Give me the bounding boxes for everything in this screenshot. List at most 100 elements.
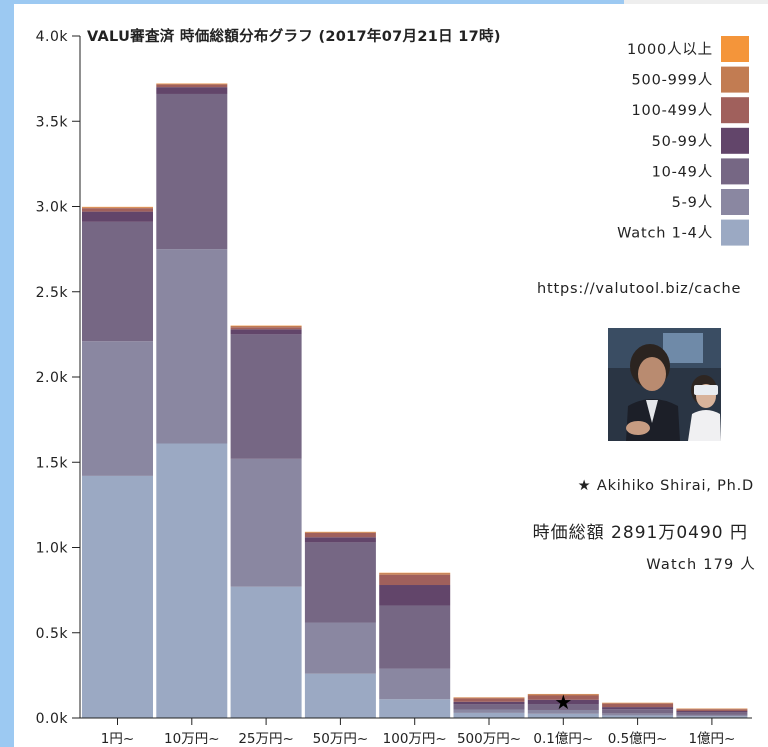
bar-segment[interactable] <box>379 605 451 669</box>
x-tick-label: 10万円~ <box>164 731 220 747</box>
profile-photo <box>608 328 721 441</box>
bar-segment[interactable] <box>602 709 674 714</box>
bar-segment[interactable] <box>230 327 302 330</box>
y-tick-label: 3.5k <box>36 114 69 130</box>
bar-segment[interactable] <box>156 93 228 250</box>
bar-segment[interactable] <box>304 533 376 538</box>
bar-segment[interactable] <box>230 334 302 459</box>
bar-segment[interactable] <box>156 249 228 444</box>
market-value: 時価総額 2891万0490 円 <box>532 523 748 543</box>
photo-placeholder-image <box>608 328 721 441</box>
bar-segment[interactable] <box>527 699 599 705</box>
bar-segment[interactable] <box>304 542 376 623</box>
bar-segment[interactable] <box>82 211 153 222</box>
bar-segment[interactable] <box>379 668 451 700</box>
y-tick-label: 0.0k <box>36 711 69 727</box>
bar-segment[interactable] <box>230 329 302 335</box>
legend-swatch[interactable] <box>721 158 749 185</box>
legend-label[interactable]: 10-49人 <box>652 163 713 180</box>
y-tick-label: 4.0k <box>36 29 69 45</box>
bar-segment[interactable] <box>527 713 599 718</box>
bar-segment[interactable] <box>304 537 376 543</box>
legend-swatch[interactable] <box>721 97 749 124</box>
bar-segment[interactable] <box>676 709 748 712</box>
x-tick-label: 50万円~ <box>313 731 369 747</box>
legend[interactable]: 1000人以上 500-999人 100-499人 50-99人 10-49人 5-9人 W… <box>617 36 749 246</box>
bar-segment[interactable] <box>230 586 302 718</box>
legend-label[interactable]: 1000人以上 <box>627 41 713 58</box>
bar-segment[interactable] <box>379 585 451 606</box>
bar-segment[interactable] <box>602 715 674 718</box>
star-icon: ★ <box>554 690 572 714</box>
bar-segment[interactable] <box>676 711 748 713</box>
bar-segment[interactable] <box>379 573 451 575</box>
bar-segment[interactable] <box>527 709 599 714</box>
bar-segment[interactable] <box>230 458 302 587</box>
y-axis: 0.0k 0.5k 1.0k 1.5k 2.0k 2.5k 3.0k 3.5k 4.0k <box>36 29 81 727</box>
x-tick-label: 0.1億円~ <box>533 731 593 747</box>
bar-segment[interactable] <box>676 716 748 718</box>
x-tick-label: 500万円~ <box>457 731 521 747</box>
bar-segment[interactable] <box>527 694 599 696</box>
bar-segment[interactable] <box>602 707 674 710</box>
bar-segment[interactable] <box>82 207 153 209</box>
bar-segment[interactable] <box>602 713 674 716</box>
bar-segment[interactable] <box>82 221 153 342</box>
legend-swatch[interactable] <box>721 36 749 62</box>
bar-segment[interactable] <box>379 574 451 586</box>
bar-segment[interactable] <box>602 703 674 708</box>
y-tick-label: 1.0k <box>36 541 69 557</box>
x-tick-label: 100万円~ <box>383 731 447 747</box>
bar-segment[interactable] <box>453 701 525 705</box>
bar-segment[interactable] <box>453 698 525 702</box>
bar-segment[interactable] <box>82 208 153 212</box>
x-tick-label: 25万円~ <box>238 731 294 747</box>
bar-segment[interactable] <box>304 532 376 534</box>
legend-label[interactable]: 5-9人 <box>672 194 713 211</box>
x-tick-label: 1億円~ <box>688 731 735 747</box>
left-frame-border <box>0 0 14 747</box>
star-marker: ★ <box>554 690 572 714</box>
bar-segment[interactable] <box>676 712 748 715</box>
y-tick-label: 2.5k <box>36 285 69 301</box>
bar-segment[interactable] <box>304 673 376 718</box>
source-url[interactable]: https://valutool.biz/cache <box>537 281 742 297</box>
bar-segment[interactable] <box>230 325 302 328</box>
legend-label[interactable]: 500-999人 <box>632 72 713 89</box>
chart-title: VALU審査済 時価総額分布グラフ (2017年07月21日 17時) <box>87 27 501 45</box>
bar-segment[interactable] <box>156 83 228 85</box>
y-tick-label: 0.5k <box>36 626 69 642</box>
bar-segment[interactable] <box>82 206 153 208</box>
bar-segment[interactable] <box>602 702 674 704</box>
bar-segment[interactable] <box>156 84 228 88</box>
x-axis: 1円~ 10万円~ 25万円~ 50万円~ 100万円~ 500万円~ 0.1億円~ 0.5億… <box>80 717 752 747</box>
bar-segment[interactable] <box>453 704 525 710</box>
x-tick-label: 0.5億円~ <box>608 731 668 747</box>
legend-label[interactable]: 50-99人 <box>652 133 713 150</box>
bar-segment[interactable] <box>82 341 153 476</box>
legend-swatch[interactable] <box>721 66 749 93</box>
legend-swatch[interactable] <box>721 189 749 215</box>
legend-swatch[interactable] <box>721 127 749 154</box>
bar-segment[interactable] <box>676 708 748 710</box>
top-gray-strip <box>624 0 768 4</box>
x-tick-label: 1円~ <box>101 731 134 747</box>
bar-segment[interactable] <box>156 87 228 94</box>
bar-segment[interactable] <box>304 622 376 674</box>
watch-count: Watch 179 人 <box>646 557 756 573</box>
bar-segment[interactable] <box>82 475 153 718</box>
y-tick-label: 2.0k <box>36 370 69 386</box>
bar-segment[interactable] <box>676 714 748 717</box>
legend-label[interactable]: 100-499人 <box>632 102 713 119</box>
bar-segment[interactable] <box>453 697 525 699</box>
stacked-bars[interactable] <box>82 83 748 718</box>
bar-segment[interactable] <box>527 695 599 700</box>
legend-label[interactable]: Watch 1-4人 <box>617 225 713 242</box>
bar-segment[interactable] <box>453 709 525 713</box>
bar-segment[interactable] <box>527 704 599 710</box>
bar-segment[interactable] <box>156 443 228 718</box>
bar-segment[interactable] <box>379 699 451 718</box>
legend-swatch[interactable] <box>721 219 749 246</box>
bar-segment[interactable] <box>453 712 525 718</box>
